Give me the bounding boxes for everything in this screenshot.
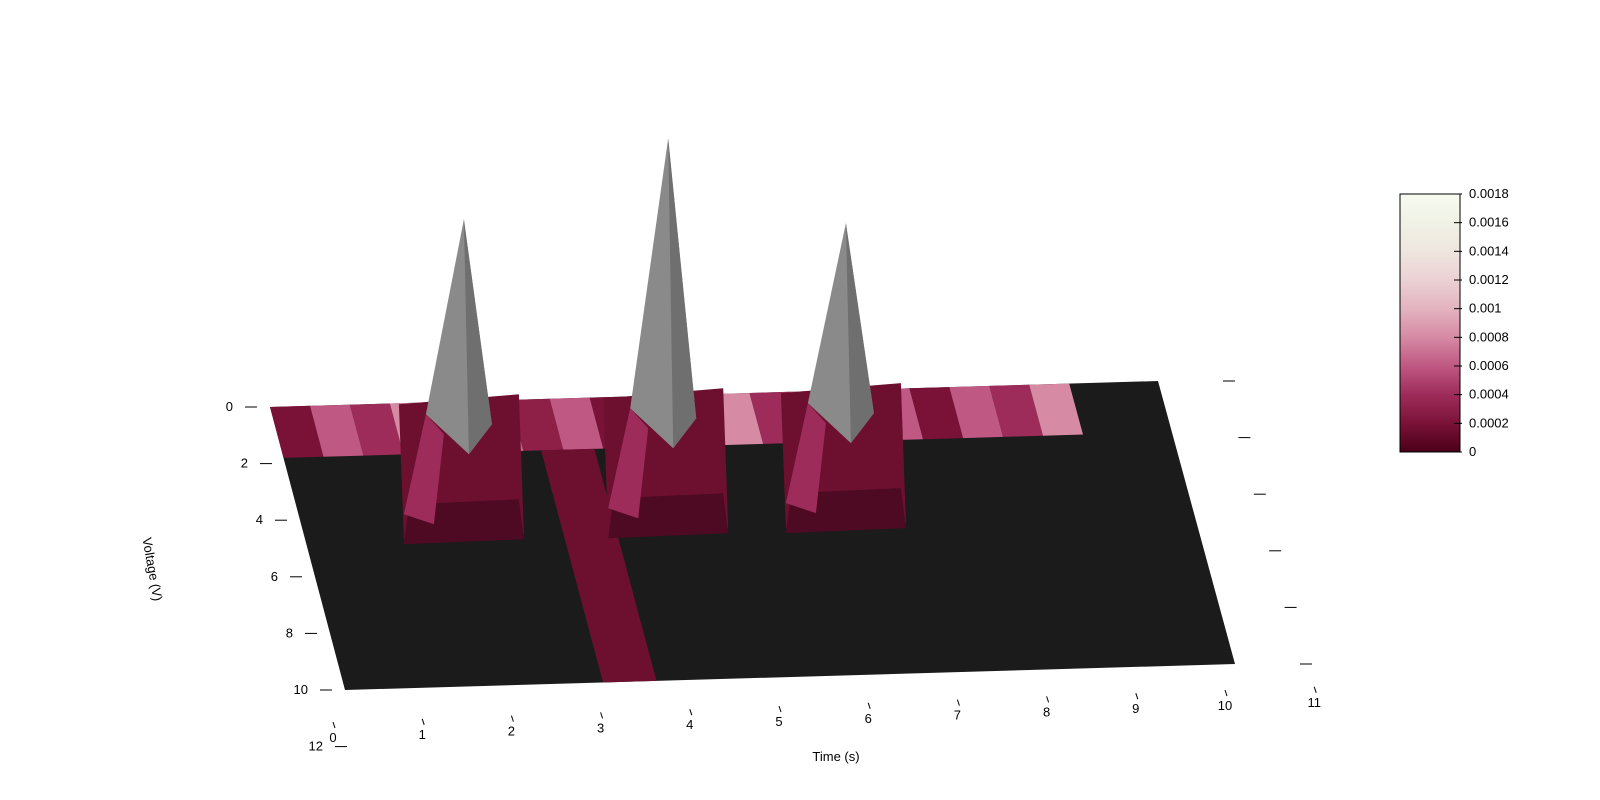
x-tick-label: 11 [1307,695,1321,710]
colorbar: 0 0.0002 0.0004 0.0006 0.0008 0.001 0.0012 0.00… [1399,186,1509,459]
strip-cell [989,384,1043,437]
strip-cell [310,404,364,457]
colorbar-tick-label: 0.0012 [1469,272,1509,287]
strip-cell [349,403,404,456]
strip-cell [270,405,324,458]
x-tick-label: 0 [329,730,336,745]
x-tick [1313,686,1317,693]
colorbar-tick-label: 0.0004 [1469,387,1509,402]
strip-cell [509,398,564,451]
y-tick-label: 8 [286,625,293,640]
x-tick-label: 4 [686,717,693,732]
x-tick-label: 3 [597,720,604,735]
colorbar-tick-label: 0.0002 [1469,415,1509,430]
x-tick [332,721,336,729]
x-tick-label: 6 [865,711,872,726]
peak-face [785,403,826,514]
x-tick-label: 9 [1132,701,1139,716]
x-tick [867,702,871,709]
y-tick-label: 12 [309,739,323,754]
voltage-axis: 0 2 4 6 8 10 12 [226,399,347,754]
x-tick [1135,693,1139,700]
colorbar-tick-label: 0.0016 [1469,215,1509,230]
peak-cone-shade [463,219,492,455]
colorbar-tick-label: 0.0006 [1469,358,1509,373]
x-tick-label: 1 [419,727,426,742]
colorbar-tick-label: 0.0008 [1469,329,1509,344]
peaks [398,138,906,545]
x-tick [1224,689,1228,697]
peak-1 [398,219,524,545]
x-tick-label: 7 [954,708,961,723]
peak-face [608,408,649,519]
colorbar-tick-label: 0.0018 [1469,186,1509,201]
x-tick-label: 5 [775,714,782,729]
colorbar-ticks: 0 0.0002 0.0004 0.0006 0.0008 0.001 0.0012 0.00… [1454,186,1509,459]
y-axis-label: Voltage (V) [139,536,165,602]
y-tick-label: 6 [271,569,278,584]
peak-face [403,414,444,525]
peak-cone-shade [845,223,874,444]
ridge-band [541,448,657,683]
strip-cell [549,397,604,450]
x-tick [510,715,514,722]
x-tick-label: 2 [508,724,515,739]
colorbar-tick-label: 0.001 [1469,301,1502,316]
x-tick [778,705,782,713]
colorbar-tick-label: 0.0014 [1469,243,1509,258]
strip-cell [909,387,964,440]
x-tick [956,699,960,706]
y-tick-label: 10 [294,682,308,697]
strip-cell [1029,383,1083,436]
y-tick-label: 0 [226,399,233,414]
strip-cell [949,385,1004,439]
peak-cone-shade [668,138,697,449]
colorbar-gradient [1399,193,1461,453]
x-tick-label: 8 [1043,704,1050,719]
x-axis-label: Time (s) [812,749,859,764]
x-tick [600,712,604,719]
time-axis: 0 1 2 3 4 5 6 7 8 9 10 11 [329,686,1321,745]
y-tick-label: 4 [256,512,263,527]
x-tick [421,718,425,725]
peak-2 [603,138,729,539]
y-tick-label: 2 [241,456,248,471]
x-tick [689,709,693,716]
x-tick-label: 10 [1218,698,1232,713]
x-tick [1046,696,1050,703]
peak-3 [780,223,906,534]
colorbar-tick-label: 0 [1469,444,1476,459]
right-depth-ticks [1223,380,1312,665]
